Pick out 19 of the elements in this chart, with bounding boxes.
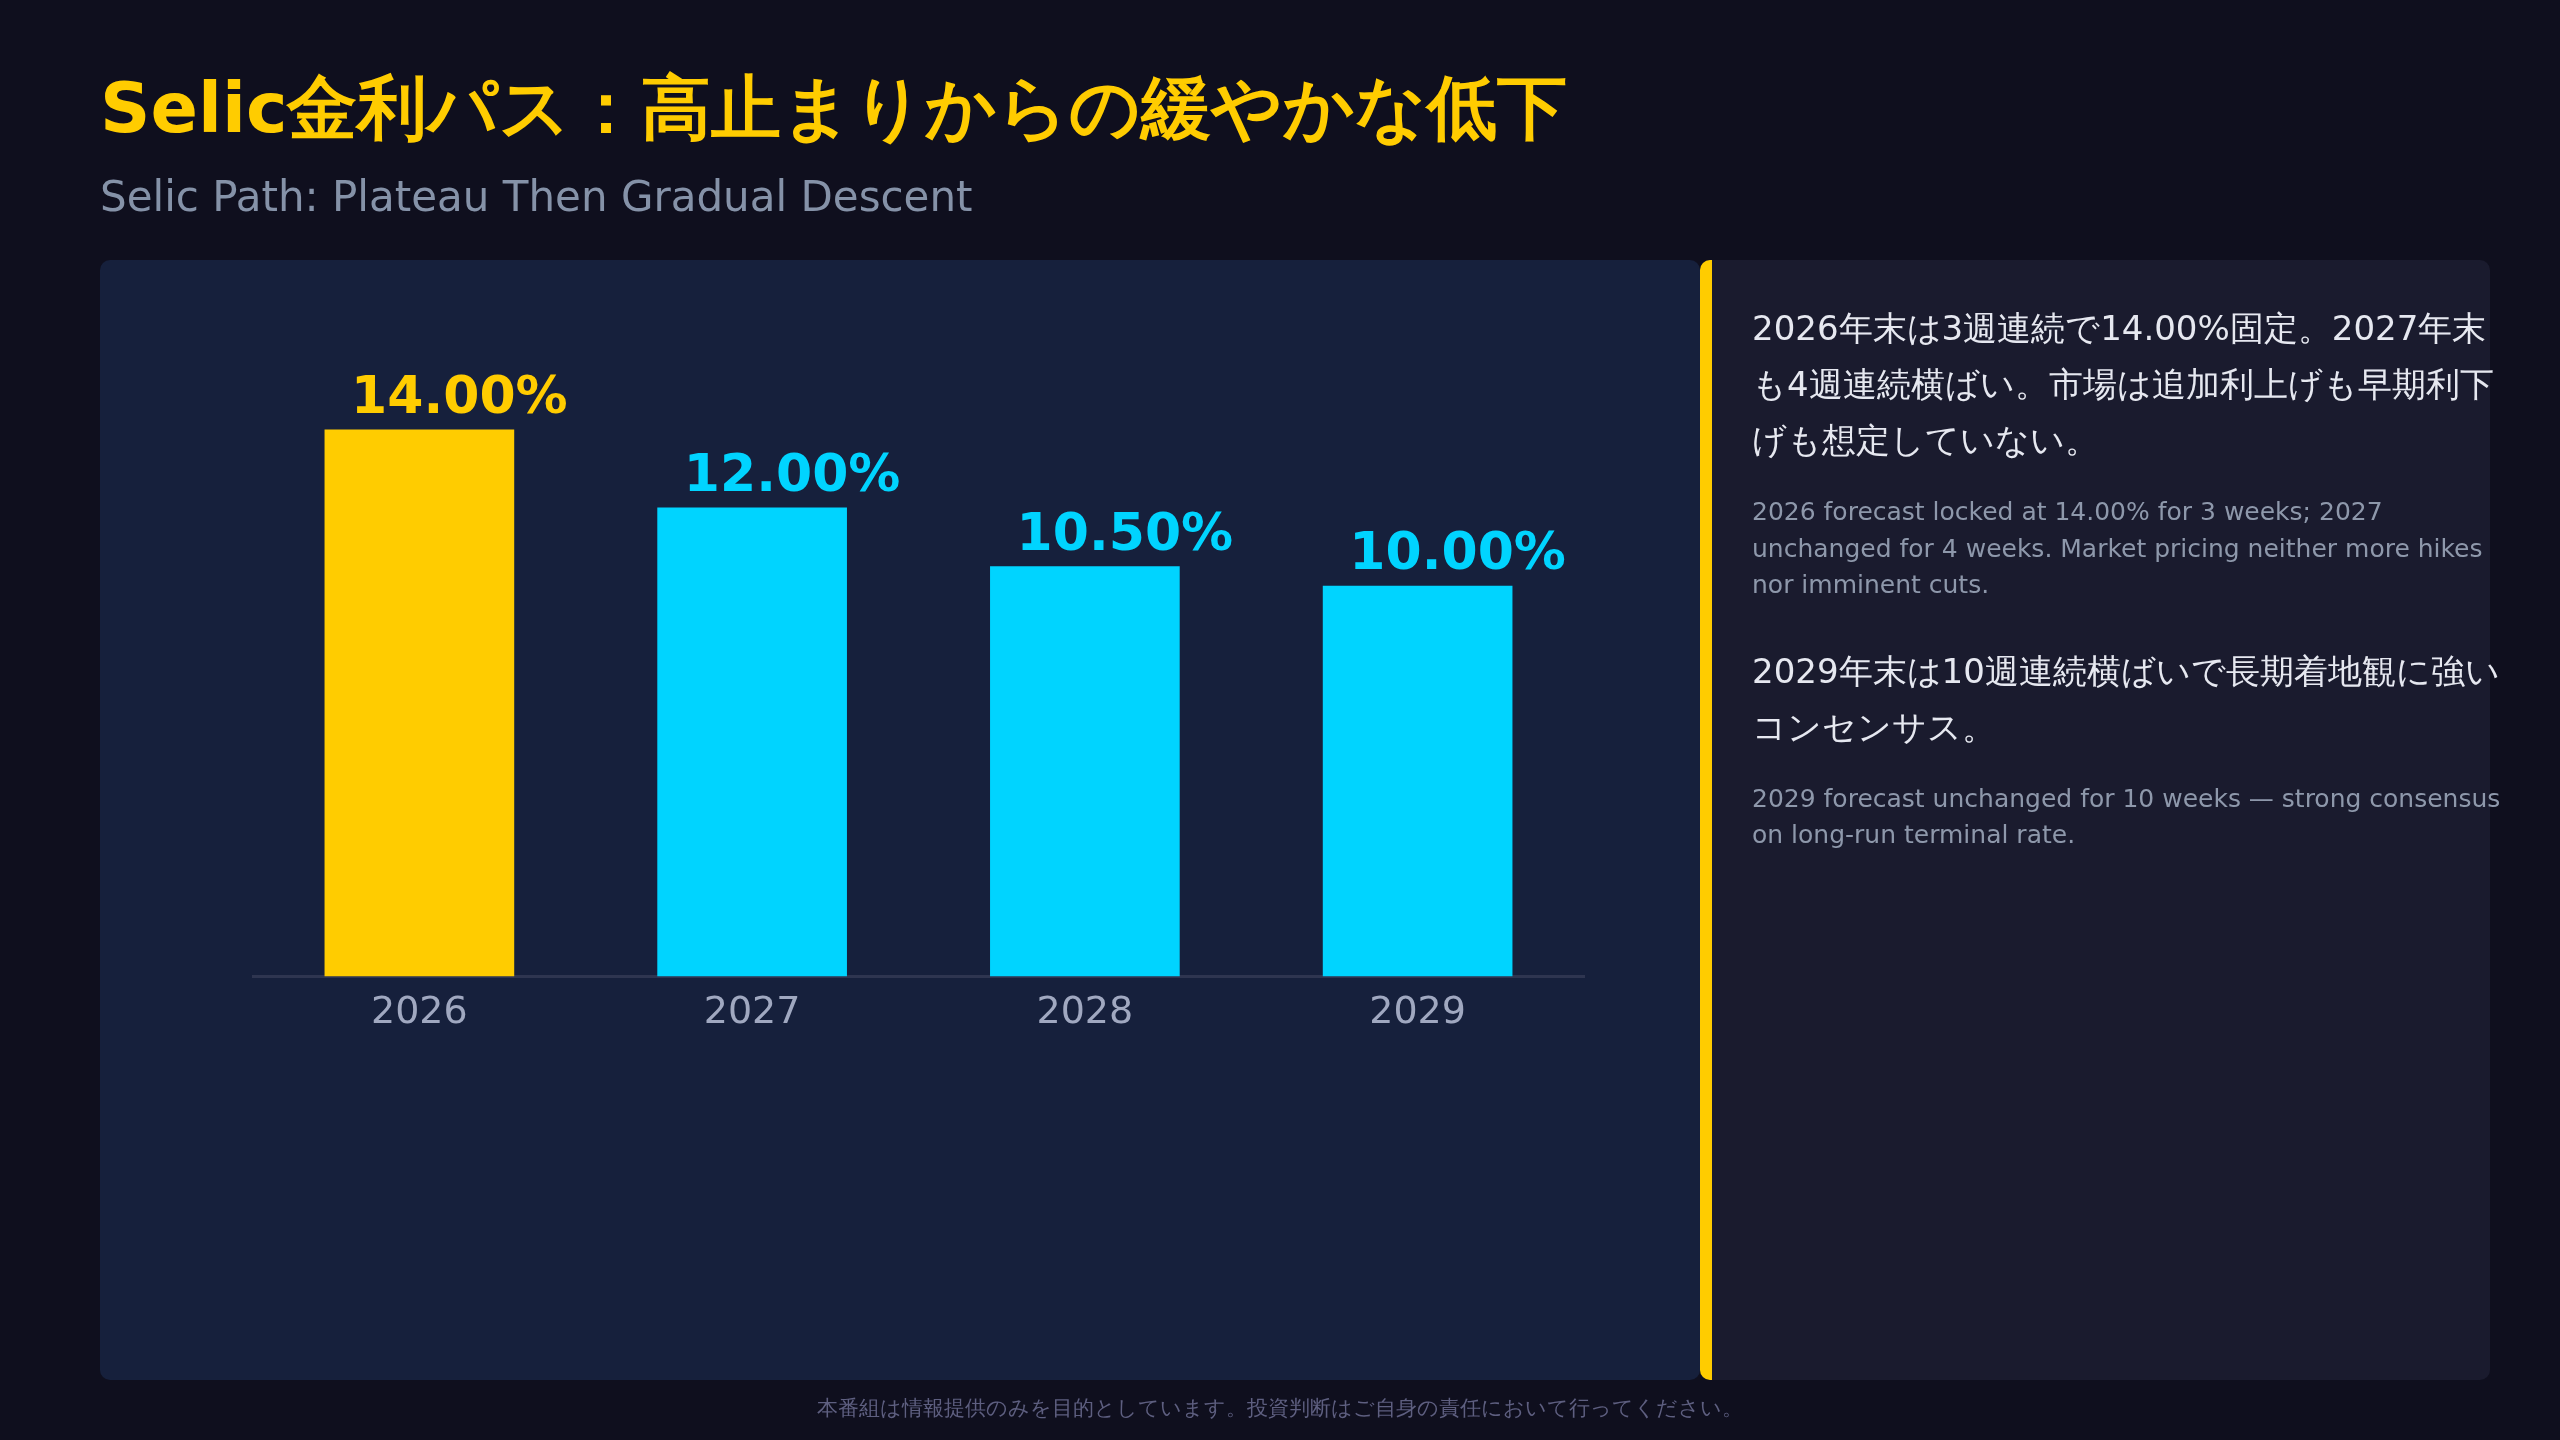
text: 2026年末は3週連続で14.00%固定。2027年末も4週連続横ばい。市場は追加利上げも早期利下げも想定していない。 (1752, 307, 2495, 463)
bar (990, 566, 1180, 977)
data-label: 12.00% (683, 443, 901, 504)
x-tick-label: 2029 (1369, 988, 1466, 1033)
chart-title: Selic金利パス：高止まりからの緩やかな低下 (100, 66, 1568, 151)
text: 2026 forecast locked at 14.00% for 3 weeks; 2027 unchanged for 4 weeks. Market pricing neither more hikes nor imminent cuts. (1752, 496, 2484, 601)
bar (324, 429, 515, 977)
data-label: 10.50% (1016, 501, 1234, 562)
x-tick-label: 2027 (703, 988, 801, 1033)
bar (1322, 585, 1513, 977)
data-label: 14.00% (351, 364, 568, 425)
x-tick-label: 2026 (371, 988, 468, 1033)
text: 本番組は情報提供のみを目的としています。投資判断はご自身の責任において行ってください。 (816, 1395, 1744, 1422)
chart-subtitle: Selic Path: Plateau Then Gradual Descent (100, 172, 973, 221)
x-tick-label: 2028 (1036, 988, 1134, 1033)
data-label: 10.00% (1349, 521, 1566, 582)
text: 2029 forecast unchanged for 10 weeks — strong consensus on long-run terminal rate. (1752, 783, 2502, 852)
bar (657, 507, 847, 977)
text: 2029年末は10週連続横ばいで長期着地観に強いコンセンサス。 (1752, 650, 2501, 750)
